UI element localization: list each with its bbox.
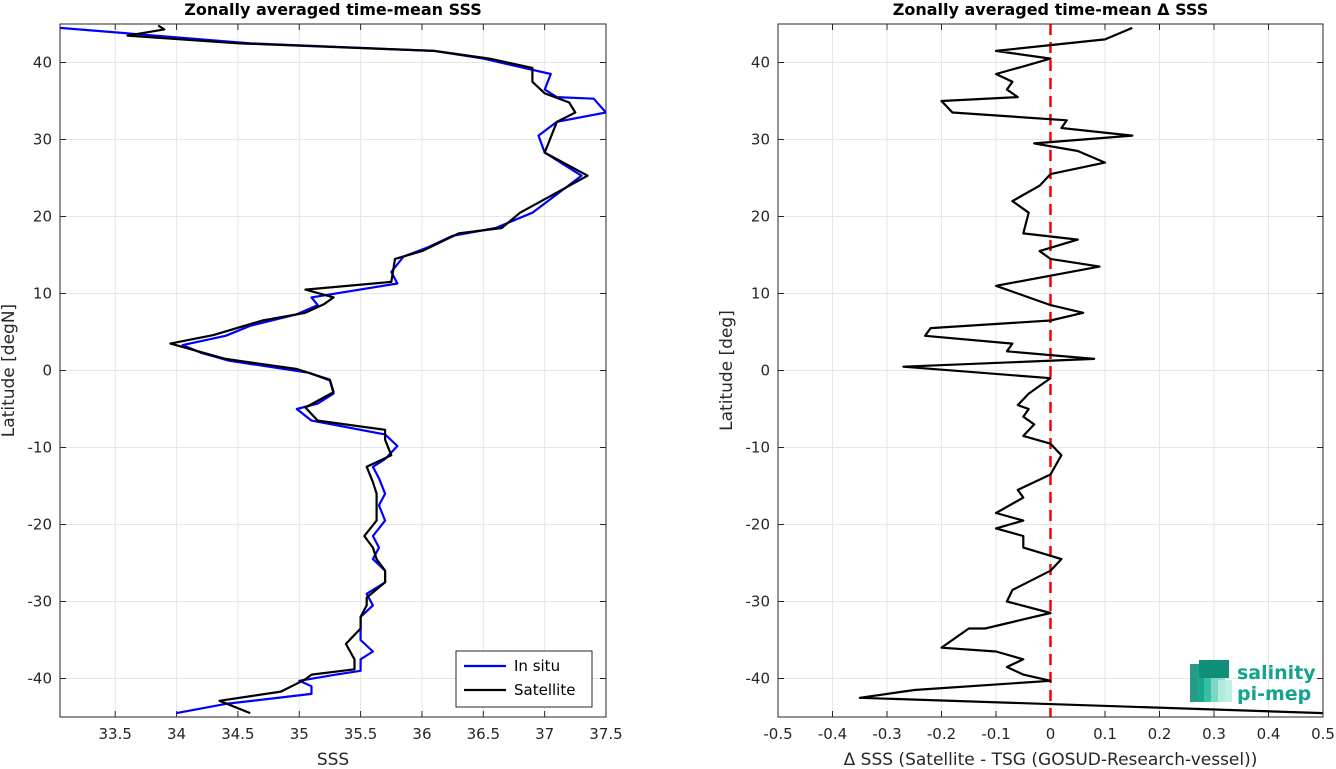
y-tick-label: -30 (28, 593, 53, 611)
x-axis-label: SSS (317, 750, 349, 769)
delta-sss-series-line (858, 26, 1323, 715)
left-panel: 33.5 34 34.5 35 35.5 36 36.5 37 37.5 -40 -30 -20 -10… (0, 0, 623, 769)
x-tick-label: 37 (535, 725, 554, 743)
y-tick-label: 20 (751, 208, 770, 226)
x-tick-label: 36 (412, 725, 431, 743)
y-tick-label: 10 (751, 285, 770, 303)
x-tick-label: 0.2 (1148, 725, 1172, 743)
x-tick-label: 0.1 (1093, 725, 1117, 743)
y-tick-label: 30 (751, 131, 770, 149)
x-tick-label: -0.3 (872, 725, 901, 743)
y-tick-label: 40 (33, 54, 52, 72)
x-tick-label: -0.1 (981, 725, 1010, 743)
x-tick-label: 0 (1046, 725, 1056, 743)
satellite-series-line (126, 24, 589, 715)
logo-block (1199, 660, 1229, 678)
x-tick-label: 36.5 (467, 725, 500, 743)
legend-box (455, 650, 593, 708)
y-axis-label: Latitude [deg] (717, 310, 737, 431)
axes-box (59, 23, 607, 718)
x-tick-label: 0.4 (1257, 725, 1281, 743)
x-tick-label: 35 (290, 725, 309, 743)
chart-title: Zonally averaged time-mean SSS (184, 0, 482, 19)
x-tick-label: -0.4 (818, 725, 847, 743)
y-tick-label: -40 (28, 670, 53, 688)
x-tick-label: 34 (167, 725, 186, 743)
x-tick-label: -0.5 (763, 725, 792, 743)
y-tick-label: -40 (746, 670, 771, 688)
x-tick-label: 37.5 (589, 725, 622, 743)
logo-bar (1218, 680, 1232, 702)
x-tick-label: 33.5 (99, 725, 132, 743)
logo-text-pi-mep: pi-mep (1237, 683, 1311, 705)
y-tick-label: -30 (746, 593, 771, 611)
y-tick-label: -10 (28, 439, 53, 457)
x-axis-label: Δ SSS (Satellite - TSG (GOSUD-Research-v… (844, 750, 1258, 769)
x-tick-label: 0.3 (1202, 725, 1226, 743)
x-tick-label: 0.5 (1311, 725, 1335, 743)
x-tick-label: 34.5 (221, 725, 254, 743)
right-panel: -0.5 -0.4 -0.3 -0.2 -0.1 0 0.1 0.2 0.3 0.4 0.5 -40 -… (717, 0, 1335, 769)
y-axis-label: Latitude [degN] (0, 304, 19, 437)
y-tick-label: 30 (33, 131, 52, 149)
y-tick-label: 40 (751, 54, 770, 72)
y-tick-label: 10 (33, 285, 52, 303)
chart-title: Zonally averaged time-mean Δ SSS (893, 0, 1209, 19)
y-tick-label: 20 (33, 208, 52, 226)
y-tick-label: -20 (28, 516, 53, 534)
y-tick-label: -10 (746, 439, 771, 457)
y-tick-label: 0 (760, 362, 770, 380)
x-tick-label: 35.5 (344, 725, 377, 743)
x-tick-label: -0.2 (927, 725, 956, 743)
logo-text-salinity: salinity (1237, 662, 1316, 684)
legend-entry: Satellite (514, 681, 575, 699)
y-tick-label: -20 (746, 516, 771, 534)
y-tick-label: 0 (42, 362, 52, 380)
axes-box (777, 23, 1324, 718)
legend-entry: In situ (514, 657, 560, 675)
